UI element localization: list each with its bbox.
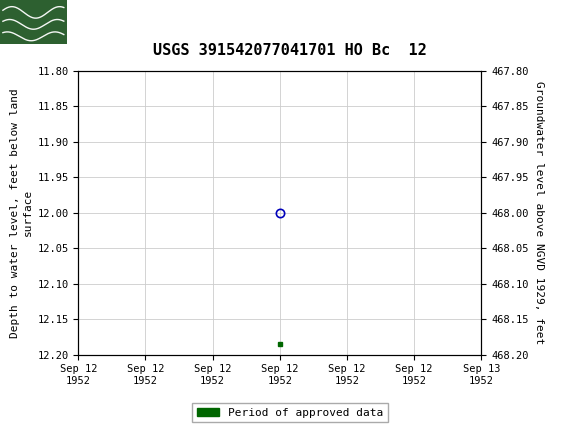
- Legend: Period of approved data: Period of approved data: [193, 403, 387, 422]
- Y-axis label: Depth to water level, feet below land
surface: Depth to water level, feet below land su…: [10, 88, 33, 338]
- Text: USGS: USGS: [72, 12, 132, 32]
- Bar: [0, 0, 67, 44]
- Text: USGS 391542077041701 HO Bc  12: USGS 391542077041701 HO Bc 12: [153, 43, 427, 58]
- Y-axis label: Groundwater level above NGVD 1929, feet: Groundwater level above NGVD 1929, feet: [534, 81, 544, 344]
